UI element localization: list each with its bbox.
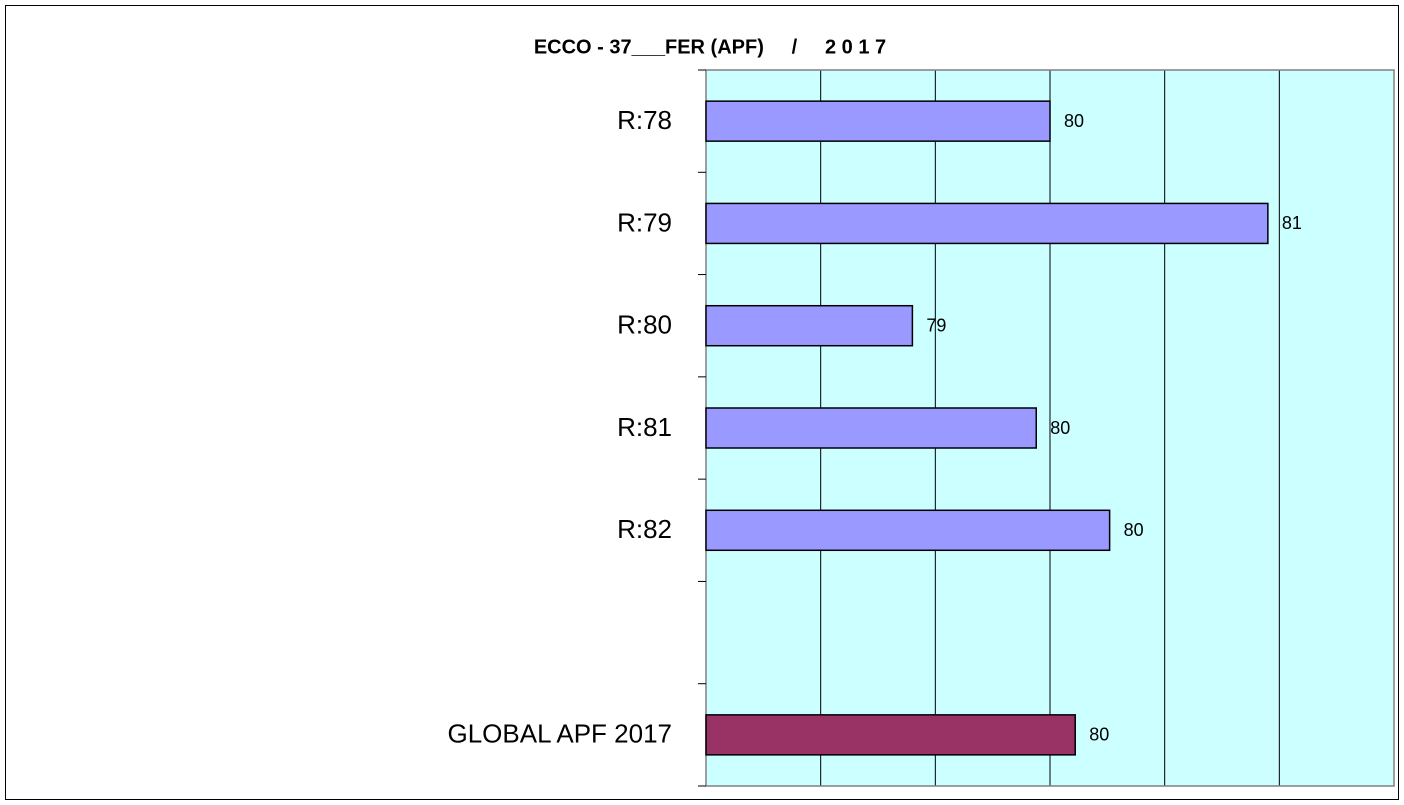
value-label: 80 (1124, 520, 1144, 540)
value-label: 80 (1089, 725, 1109, 745)
category-label: R:80 (617, 310, 672, 340)
chart-title: ECCO - 37___FER (APF) / 2 0 1 7 (534, 36, 886, 58)
bar (705, 509, 1111, 552)
bar (705, 100, 1051, 142)
bar (705, 304, 914, 347)
bar (705, 714, 1076, 756)
value-label: 79 (926, 315, 946, 335)
bar (705, 202, 1269, 245)
category-label: R:79 (617, 207, 672, 237)
category-label: R:81 (617, 412, 672, 442)
category-label: R:78 (617, 105, 672, 135)
value-label: 81 (1282, 213, 1302, 233)
category-label: GLOBAL APF 2017 (447, 719, 672, 749)
category-label: R:82 (617, 514, 672, 544)
value-label: 80 (1064, 111, 1084, 131)
value-label: 80 (1050, 418, 1070, 438)
bar (705, 407, 1037, 449)
